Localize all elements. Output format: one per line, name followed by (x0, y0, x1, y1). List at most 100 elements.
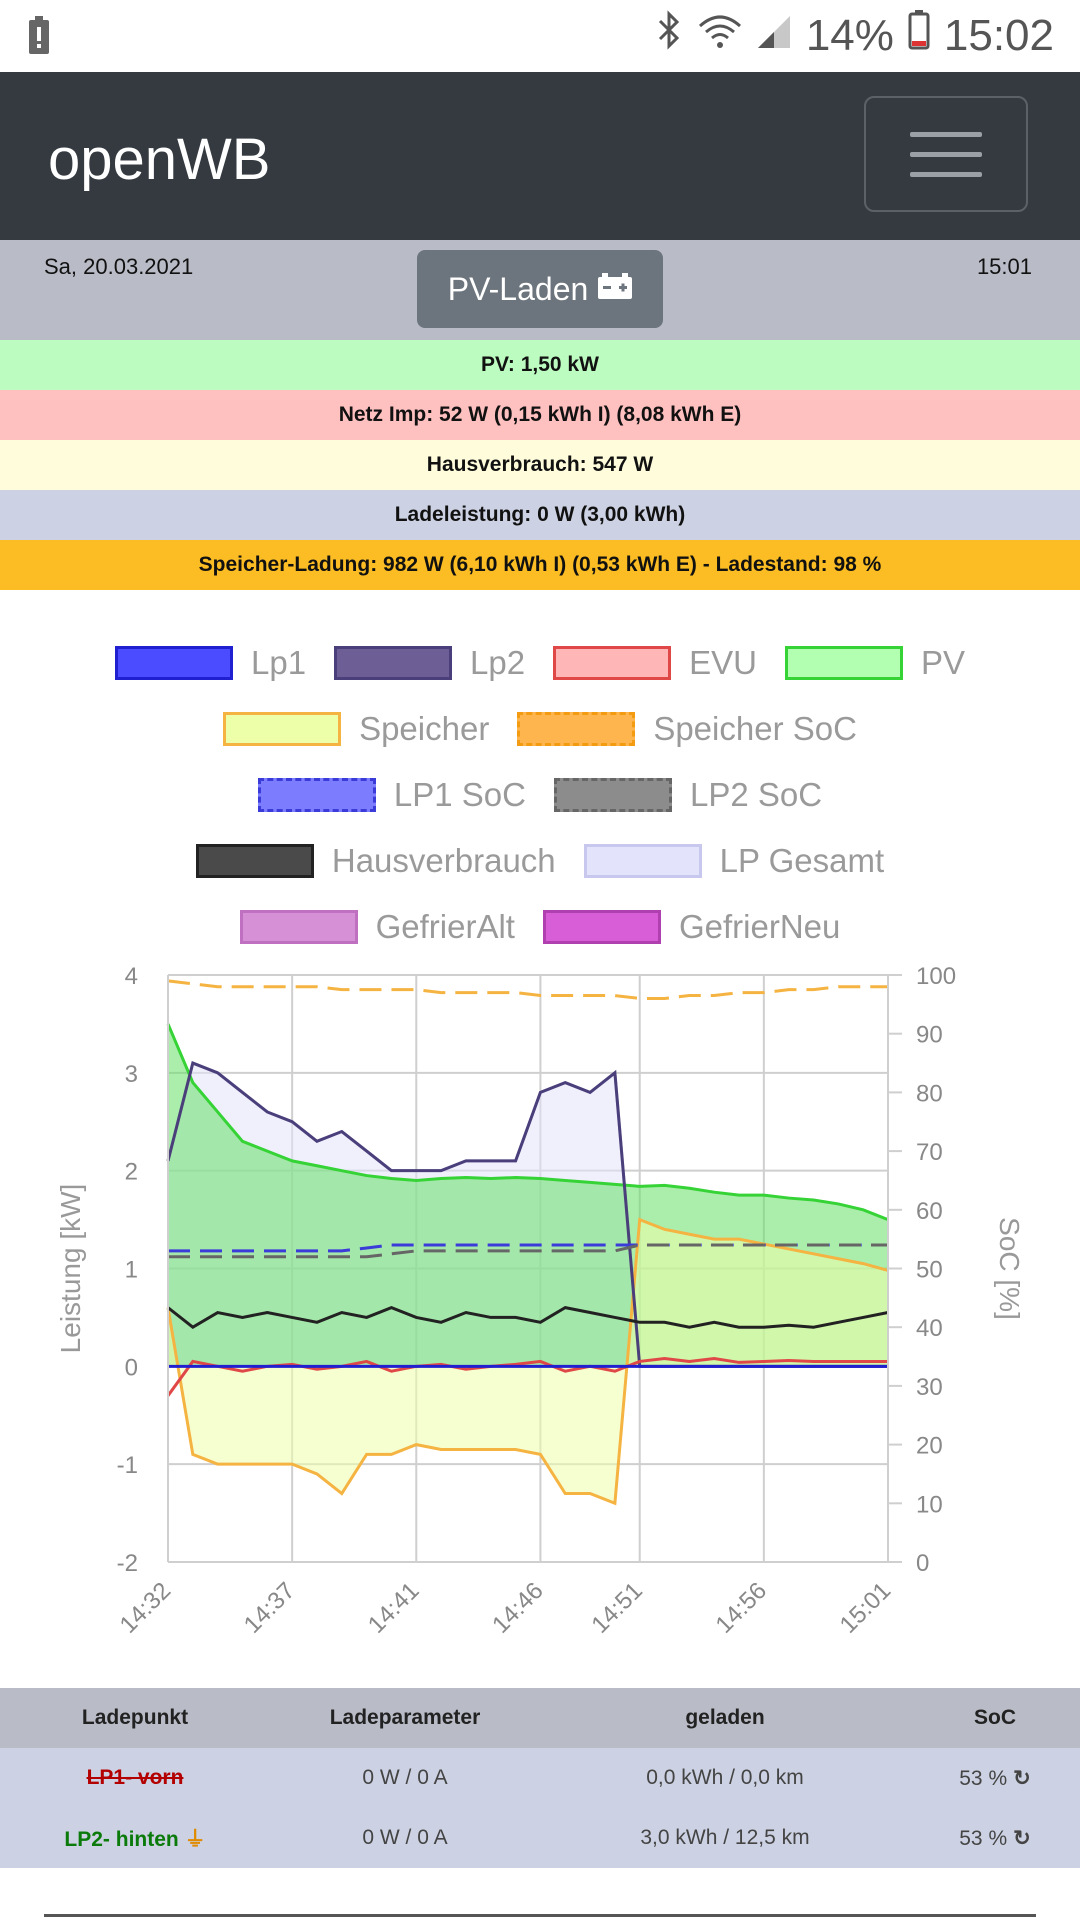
time-text: 15:01 (976, 254, 1032, 279)
speicher-area (168, 1219, 888, 1504)
chargepoint-table: Ladepunkt Ladeparameter geladen SoC LP1-… (0, 1688, 1080, 1868)
menu-toggle-button[interactable] (864, 96, 1028, 212)
power-chart[interactable]: 4 3 2 1 0 -1 -2 14:32 14:37 14:41 14:46 14:51 14:56 1… (0, 950, 1080, 1670)
legend-swatch (553, 646, 672, 680)
legend-swatch (195, 844, 314, 878)
legend-item-lp-gesamt[interactable]: LP Gesamt (583, 842, 885, 880)
hausverbrauch-line (167, 1306, 889, 1330)
y2-axis-label: SoC [%] (994, 1217, 1025, 1320)
status-bar: 14% 15:02 (0, 0, 1080, 72)
bottom-divider (44, 1914, 1036, 1917)
brand-title[interactable]: openWB (48, 127, 271, 192)
y2-tick-label: 50 (916, 1257, 943, 1284)
legend-swatch (542, 910, 661, 944)
legend-label: Lp1 (250, 644, 307, 681)
y-tick-label: -2 (117, 1550, 138, 1577)
legend-item-pv[interactable]: PV (784, 644, 965, 682)
x-tick-label: 14:46 (487, 1577, 549, 1639)
navbar: openWB (0, 72, 1080, 240)
legend-item-lp1[interactable]: Lp1 (114, 644, 307, 682)
legend-label: PV (920, 644, 965, 681)
battery-percent: 14% (805, 10, 894, 60)
legend-item-hausverbrauch[interactable]: Hausverbrauch (195, 842, 556, 880)
y-tick-label: 0 (125, 1354, 138, 1381)
hamburger-icon (910, 131, 982, 137)
y2-tick-label: 0 (916, 1550, 929, 1577)
evu-line (166, 1356, 888, 1397)
lp1-name[interactable]: LP1- vorn (86, 1766, 184, 1789)
y-tick-label: 1 (125, 1257, 138, 1284)
pv-row: PV: 1,50 kW (0, 340, 1080, 390)
legend-row: Lp1 Lp2 EVU PV (0, 630, 1080, 696)
legend-label: Hausverbrauch (331, 842, 556, 879)
legend-label: GefrierNeu (678, 908, 841, 945)
legend-label: Speicher (359, 710, 490, 747)
x-tick-label: 15:01 (835, 1577, 897, 1639)
legend-item-gefrieralt[interactable]: GefrierAlt (239, 908, 515, 946)
x-tick-label: 14:56 (711, 1577, 773, 1639)
legend-item-lp1-soc[interactable]: LP1 SoC (257, 776, 526, 814)
netz-row: Netz Imp: 52 W (0,15 kWh I) (8,08 kWh E) (0, 390, 1080, 440)
reload-icon[interactable]: ↻ (1013, 1826, 1031, 1850)
speicher-row: Speicher-Ladung: 982 W (6,10 kWh I) (0,5… (0, 540, 1080, 590)
bluetooth-icon (654, 10, 684, 61)
legend-swatch (239, 910, 358, 944)
battery-icon (908, 10, 930, 61)
lp1-soc-line (168, 1243, 888, 1253)
reload-icon[interactable]: ↻ (1013, 1766, 1031, 1790)
legend-item-evu[interactable]: EVU (553, 644, 757, 682)
legend-swatch (583, 844, 702, 878)
header-ladeparameter: Ladeparameter (329, 1706, 481, 1729)
lp1-soc-value: 53 % (959, 1766, 1008, 1790)
legend-row: LP1 SoC LP2 SoC (0, 762, 1080, 828)
charge-mode-button[interactable]: PV-Laden (417, 250, 663, 328)
header-soc: SoC (974, 1706, 1016, 1729)
table-row: LP2- hinten ⏚ 0 W / 0 A 3,0 kWh / 12,5 k… (0, 1808, 1080, 1868)
legend-swatch (114, 646, 233, 680)
y2-tick-label: 60 (916, 1198, 943, 1225)
chart-legend: Lp1 Lp2 EVU PV Speicher Speicher SoC LP1… (0, 630, 1080, 960)
y2-tick-label: 30 (916, 1374, 943, 1401)
lp2-soc-value: 53 % (959, 1826, 1008, 1850)
legend-item-lp2[interactable]: Lp2 (334, 644, 525, 682)
hamburger-icon-line (910, 171, 982, 177)
hamburger-icon-line (910, 151, 982, 157)
y2-tick-label: 100 (916, 963, 956, 990)
y-tick-label: 2 (125, 1159, 138, 1186)
legend-label: LP Gesamt (719, 842, 885, 879)
header-ladepunkt: Ladepunkt (81, 1706, 189, 1729)
pv-line (166, 1023, 889, 1221)
clock: 15:02 (943, 10, 1054, 60)
info-bar: Sa, 20.03.2021 PV-Laden 15:01 (0, 240, 1080, 340)
lp2-soc-line (168, 1243, 888, 1259)
table-row: LP1- vorn 0 W / 0 A 0,0 kWh / 0,0 km 53 … (0, 1748, 1080, 1808)
lp1-geladen: 0,0 kWh / 0,0 km (646, 1766, 804, 1789)
y2-tick-label: 80 (916, 1080, 943, 1107)
x-tick-label: 14:51 (586, 1577, 648, 1639)
date-text: Sa, 20.03.2021 (44, 254, 194, 279)
signal-icon (756, 11, 792, 61)
lp2-name[interactable]: LP2- hinten ⏚ (0, 1823, 270, 1853)
legend-label: EVU (689, 644, 757, 681)
hausverbrauch-row: Hausverbrauch: 547 W (0, 440, 1080, 490)
lp2-param: 0 W / 0 A (362, 1826, 448, 1849)
legend-swatch (223, 712, 342, 746)
legend-item-lp2-soc[interactable]: LP2 SoC (554, 776, 822, 814)
legend-label: LP2 SoC (690, 776, 823, 813)
legend-item-speicher[interactable]: Speicher (223, 710, 489, 748)
x-tick-label: 14:37 (239, 1577, 301, 1639)
legend-swatch (334, 646, 453, 680)
legend-item-gefrierneu[interactable]: GefrierNeu (542, 908, 841, 946)
legend-row: Hausverbrauch LP Gesamt (0, 828, 1080, 894)
table-header: Ladepunkt Ladeparameter geladen SoC (0, 1688, 1080, 1748)
y-tick-label: 3 (125, 1061, 138, 1088)
speicher-line (166, 1217, 889, 1506)
legend-row: GefrierAlt GefrierNeu (0, 894, 1080, 960)
y-axis-label: Leistung [kW] (55, 1184, 86, 1354)
legend-item-speicher-soc[interactable]: Speicher SoC (517, 710, 857, 748)
legend-swatch (784, 646, 903, 680)
legend-swatch (554, 778, 672, 812)
lp1-param: 0 W / 0 A (362, 1766, 448, 1789)
battery-charge-icon (598, 271, 633, 308)
